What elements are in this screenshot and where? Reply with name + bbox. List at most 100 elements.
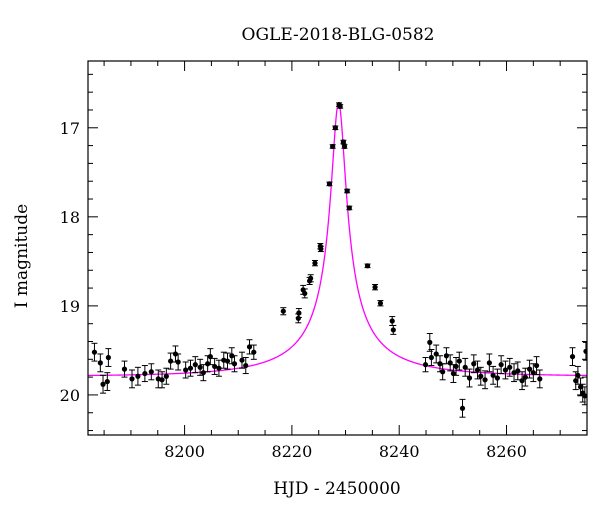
data-point [128, 369, 135, 389]
data-point [426, 332, 433, 352]
point-marker [390, 327, 396, 333]
point-marker [231, 361, 238, 367]
point-marker [330, 143, 336, 150]
point-marker [526, 366, 533, 372]
point-marker [498, 362, 504, 368]
point-marker [573, 378, 579, 384]
point-marker [490, 372, 496, 378]
point-marker [575, 372, 581, 378]
data-point [459, 398, 466, 418]
data-point [377, 300, 384, 307]
data-point [192, 356, 199, 374]
data-point [433, 344, 440, 364]
point-marker [344, 188, 350, 194]
point-marker [389, 318, 395, 324]
data-point [582, 341, 587, 361]
x-tick-label: 8260 [486, 442, 527, 461]
point-marker [312, 260, 318, 266]
data-point [372, 284, 379, 291]
data-point [231, 355, 238, 373]
data-point [494, 368, 501, 388]
x-tick-label: 8220 [272, 442, 313, 461]
data-point [533, 356, 540, 375]
data-point [337, 103, 344, 110]
data-point [121, 360, 128, 378]
point-marker [200, 370, 206, 376]
data-point [215, 359, 222, 377]
data-point [159, 371, 166, 389]
point-marker [104, 378, 110, 385]
point-marker [577, 384, 584, 390]
point-marker [318, 246, 324, 252]
point-marker [239, 357, 245, 363]
point-marker [372, 284, 378, 290]
point-marker [332, 125, 338, 131]
point-marker [533, 362, 540, 369]
point-marker [97, 360, 103, 366]
data-point [311, 259, 318, 267]
point-marker [340, 139, 347, 145]
data-point [536, 369, 543, 389]
data-point [364, 263, 371, 269]
data-point [250, 344, 257, 360]
point-marker [197, 364, 203, 370]
point-marker [159, 377, 165, 383]
data-point [97, 353, 104, 373]
data-points [91, 102, 587, 418]
data-point [105, 348, 112, 367]
point-marker [346, 205, 352, 211]
data-point [134, 366, 141, 386]
point-marker [453, 363, 459, 370]
point-marker [148, 369, 154, 375]
data-point [569, 347, 576, 367]
data-point [307, 274, 314, 283]
data-point [490, 365, 497, 385]
data-point [453, 357, 460, 376]
point-marker [326, 181, 333, 187]
point-marker [91, 349, 98, 355]
data-point [486, 353, 493, 373]
plot-frame [87, 60, 588, 436]
data-point [428, 349, 435, 367]
point-marker [364, 263, 371, 269]
data-point [341, 143, 348, 150]
data-point [482, 370, 489, 390]
data-point [344, 188, 351, 194]
data-point [462, 357, 469, 377]
point-marker [251, 349, 257, 355]
point-marker [105, 354, 111, 361]
data-point [141, 365, 148, 383]
data-point [329, 143, 336, 150]
point-marker [459, 405, 466, 411]
data-point [224, 352, 231, 370]
point-marker [522, 374, 528, 380]
data-point [182, 361, 189, 379]
data-point [574, 365, 581, 385]
point-marker [456, 358, 462, 364]
point-marker [175, 359, 181, 365]
plot-area [88, 101, 587, 418]
point-marker [212, 363, 218, 370]
data-point [242, 357, 249, 375]
point-marker [224, 358, 231, 364]
data-point [91, 342, 98, 362]
data-point [522, 367, 529, 387]
point-marker [187, 365, 194, 371]
data-point [456, 351, 463, 371]
point-marker [135, 373, 141, 379]
data-point [175, 353, 182, 371]
point-marker [308, 275, 314, 281]
point-marker [163, 373, 169, 379]
data-point [447, 354, 454, 372]
point-marker [192, 362, 198, 368]
data-point [211, 357, 218, 375]
data-point [295, 308, 302, 318]
point-marker [295, 315, 301, 321]
point-marker [583, 348, 587, 354]
data-point [187, 359, 194, 377]
point-marker [582, 393, 587, 399]
point-marker [142, 370, 148, 377]
data-point [506, 357, 513, 377]
point-marker [494, 375, 500, 381]
point-marker [296, 310, 302, 316]
